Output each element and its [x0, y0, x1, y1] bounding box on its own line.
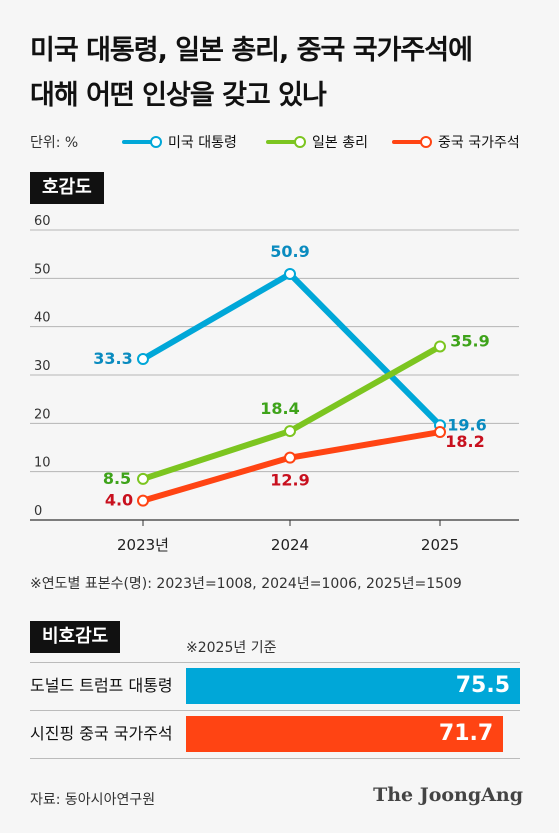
legend-label-china: 중국 국가주석 — [438, 135, 520, 151]
data-label: 4.0 — [105, 491, 133, 510]
divider — [30, 758, 520, 759]
bar-row-xi: 시진핑 중국 국가주석 71.7 — [30, 714, 520, 754]
data-point — [434, 340, 446, 353]
x-tick-label: 2023년 — [117, 536, 169, 554]
data-label: 33.3 — [93, 349, 132, 368]
data-point — [137, 494, 149, 507]
divider — [30, 710, 520, 711]
y-tick-label: 20 — [34, 407, 51, 422]
bar-value-xi: 71.7 — [438, 721, 494, 746]
divider — [30, 662, 520, 663]
sample-note: ※연도별 표본수(명): 2023년=1008, 2024년=1006, 202… — [30, 576, 462, 592]
legend-swatch-china — [392, 140, 426, 144]
unfavorability-label: 비호감도 — [30, 621, 121, 653]
y-tick-label: 0 — [34, 504, 42, 519]
legend: 단위: % 미국 대통령 일본 총리 중국 국가주석 — [30, 130, 540, 154]
legend-marker-china — [420, 136, 432, 148]
data-label: 35.9 — [450, 331, 489, 350]
source-note: 자료: 동아시아연구원 — [30, 792, 156, 808]
y-tick-label: 40 — [34, 311, 51, 326]
unit-label: 단위: % — [30, 135, 79, 151]
legend-label-us: 미국 대통령 — [168, 135, 237, 151]
data-point — [137, 353, 149, 366]
title-line-2: 대해 어떤 인상을 갖고 있나 — [30, 80, 327, 111]
y-tick-label: 60 — [34, 214, 51, 229]
data-label: 19.6 — [447, 415, 486, 434]
bar-row-trump: 도널드 트럼프 대통령 75.5 — [30, 666, 520, 706]
data-label: 12.9 — [270, 471, 309, 490]
bar-note: ※2025년 기준 — [186, 640, 277, 656]
line-chart: 0 10 20 30 40 50 60 2023년 2024 2025 33.3 50.9 19.6 8.… — [30, 214, 519, 554]
publisher-logo: The JoongAng — [373, 784, 523, 806]
bar-value-trump: 75.5 — [455, 673, 510, 698]
bar-label-xi: 시진핑 중국 국가주석 — [30, 724, 173, 743]
data-label: 8.5 — [103, 469, 131, 488]
data-label: 18.2 — [445, 432, 484, 451]
y-tick-label: 10 — [34, 456, 51, 471]
favorability-label: 호감도 — [30, 172, 104, 204]
data-point — [434, 426, 446, 439]
chart-title: 미국 대통령, 일본 총리, 중국 국가주석에 대해 어떤 인상을 갖고 있나 — [30, 28, 540, 118]
legend-marker-us — [150, 136, 162, 148]
data-label: 50.9 — [270, 242, 309, 261]
bar-xi: 71.7 — [186, 716, 504, 752]
y-tick-label: 50 — [34, 262, 51, 277]
data-point — [284, 451, 296, 464]
data-point — [137, 472, 149, 485]
bar-label-trump: 도널드 트럼프 대통령 — [30, 676, 173, 695]
x-tick-label: 2025 — [421, 536, 459, 554]
data-label: 18.4 — [260, 399, 299, 418]
legend-marker-japan — [294, 136, 306, 148]
y-tick-label: 30 — [34, 359, 51, 374]
legend-swatch-us — [122, 140, 156, 144]
x-tick-label: 2024 — [271, 536, 309, 554]
data-point — [284, 267, 296, 280]
legend-swatch-japan — [266, 140, 300, 144]
bar-trump: 75.5 — [186, 668, 520, 704]
title-line-1: 미국 대통령, 일본 총리, 중국 국가주석에 — [30, 35, 473, 66]
data-point — [284, 425, 296, 438]
legend-label-japan: 일본 총리 — [312, 135, 368, 151]
